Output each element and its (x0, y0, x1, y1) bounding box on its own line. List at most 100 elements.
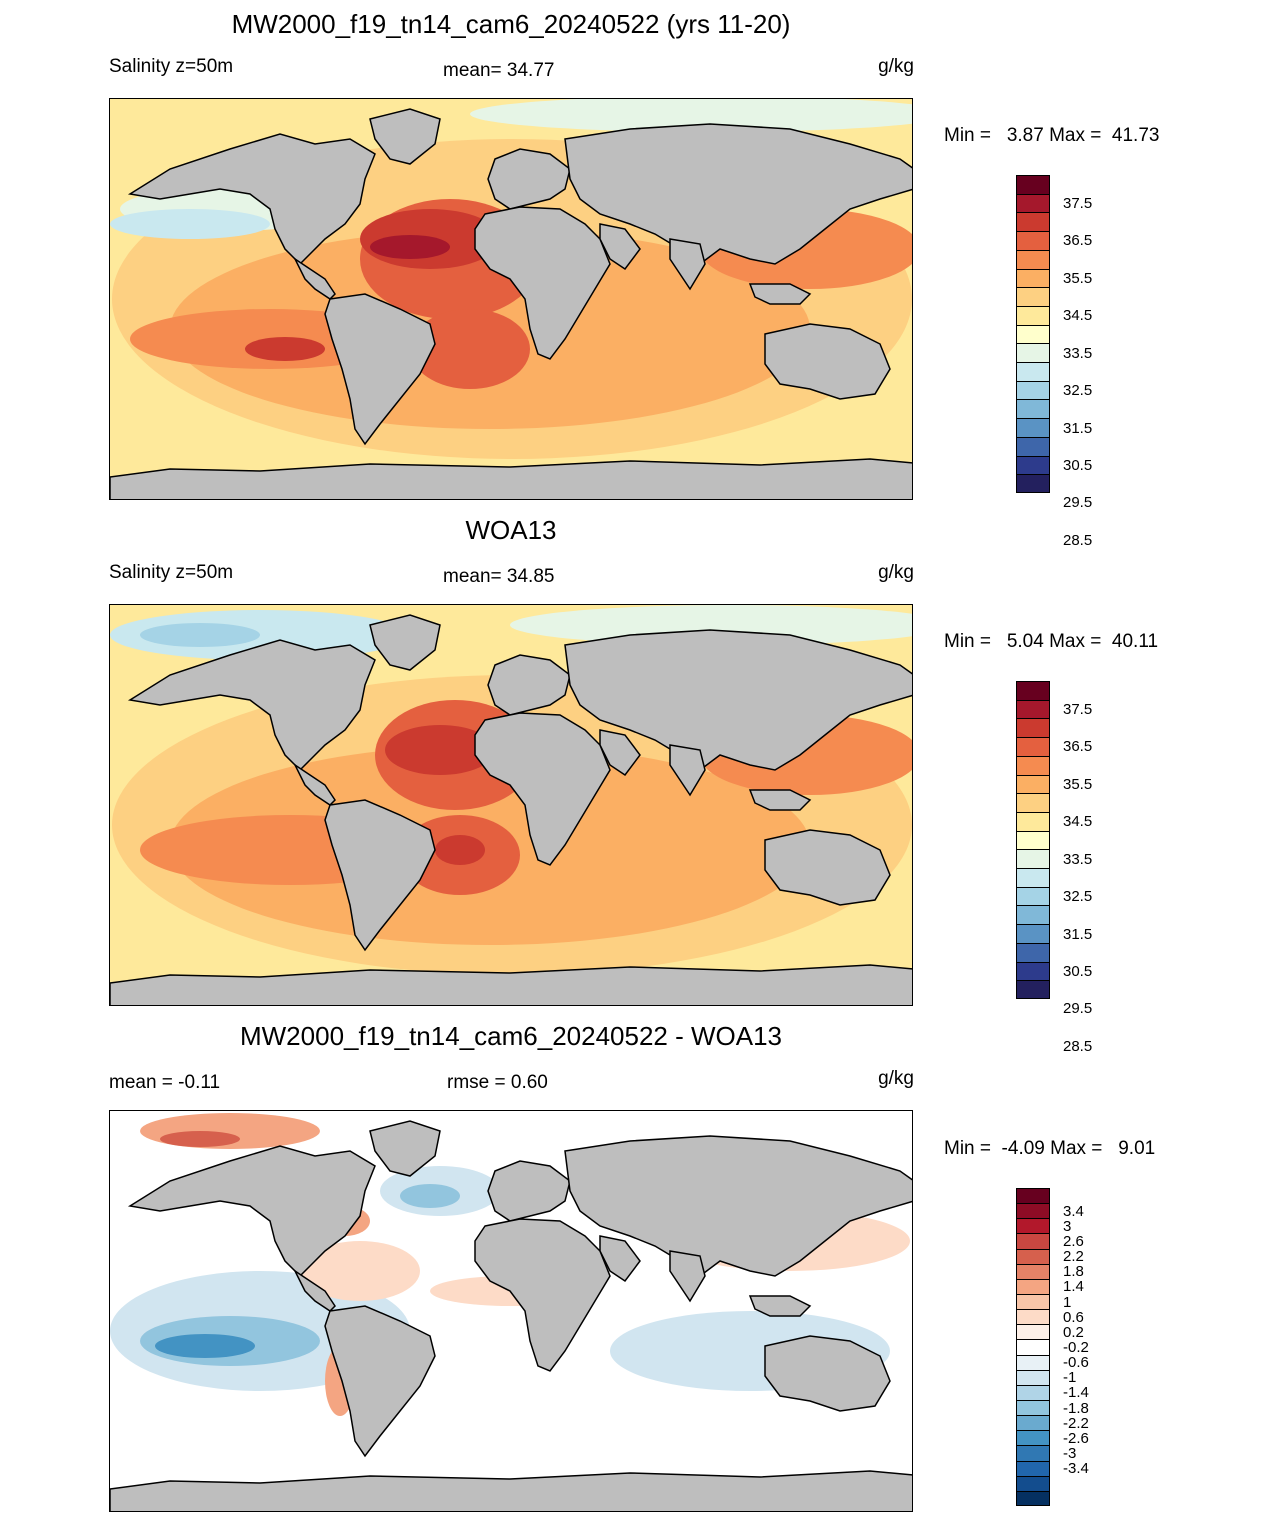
colorbar-label: 3 (1063, 1217, 1072, 1235)
colorbar-label: 32.5 (1063, 382, 1093, 400)
colorbar-swatch (1016, 380, 1050, 400)
colorbar-label: 37.5 (1063, 701, 1093, 719)
colorbar-label: 1.4 (1063, 1278, 1084, 1296)
landmass (127, 639, 376, 772)
colorbar (1016, 175, 1050, 493)
landmass (369, 1120, 441, 1177)
landmass (293, 1268, 336, 1312)
colorbar-swatch (1016, 1354, 1050, 1370)
min-max-label: Min = 5.04 Max = 40.11 (944, 631, 1159, 652)
salinity-map-woa13 (109, 604, 913, 1006)
colorbar-swatch (1016, 905, 1050, 925)
landmass (564, 123, 912, 265)
colorbar-swatch (1016, 1233, 1050, 1249)
colorbar (1016, 681, 1050, 999)
colorbar-swatch (1016, 305, 1050, 325)
colorbar-label: -1 (1063, 1369, 1077, 1387)
landmass (748, 789, 812, 811)
colorbar-swatch (1016, 1218, 1050, 1234)
min-max-label: Min = -4.09 Max = 9.01 (944, 1138, 1156, 1159)
colorbar-swatch (1016, 1490, 1050, 1506)
mean-label: mean= 34.77 (443, 60, 555, 81)
colorbar-swatch (1016, 718, 1050, 738)
colorbar-label: 34.5 (1063, 307, 1093, 325)
panel-title: WOA13 (465, 515, 557, 545)
landmass (324, 293, 436, 446)
landmass (487, 148, 571, 210)
landmass (110, 1470, 912, 1511)
colorbar-label: 32.5 (1063, 888, 1093, 906)
landmass (564, 629, 912, 771)
landmass (324, 799, 436, 952)
colorbar-swatch (1016, 1248, 1050, 1264)
min-max-label: Min = 3.87 Max = 41.73 (944, 125, 1160, 146)
salinity-contour (370, 235, 450, 259)
landmass (369, 614, 441, 671)
panel-title: MW2000_f19_tn14_cam6_20240522 (yrs 11-20… (231, 9, 791, 39)
colorbar-label: 31.5 (1063, 419, 1093, 437)
colorbar-swatch (1016, 1293, 1050, 1310)
colorbar-swatch (1016, 1278, 1050, 1294)
colorbar-swatch (1016, 249, 1050, 269)
colorbar-swatch (1016, 343, 1050, 363)
landmass (564, 1135, 912, 1277)
colorbar-swatch (1016, 1324, 1050, 1340)
landmass (487, 654, 571, 716)
colorbar-swatch (1016, 699, 1050, 719)
colorbar-label: 0.2 (1063, 1323, 1084, 1341)
colorbar-label: 30.5 (1063, 962, 1093, 980)
landmass (474, 206, 611, 360)
mean-label: mean= 34.85 (443, 566, 555, 587)
salinity-contour (385, 725, 495, 775)
landmass (293, 762, 336, 806)
colorbar-swatch (1016, 212, 1050, 232)
colorbar-swatch (1016, 1415, 1050, 1431)
colorbar-label: 37.5 (1063, 195, 1093, 213)
salinity-contour (155, 1334, 255, 1358)
salinity-contour (410, 309, 530, 389)
colorbar-swatch (1016, 1263, 1050, 1279)
colorbar-swatch (1016, 1399, 1050, 1416)
landmass (669, 238, 706, 291)
colorbar-label: 1 (1063, 1293, 1072, 1311)
colorbar-swatch (1016, 193, 1050, 213)
colorbar-swatch (1016, 175, 1050, 194)
colorbar-swatch (1016, 1339, 1050, 1355)
landmass (293, 256, 336, 300)
colorbar-swatch (1016, 1188, 1050, 1204)
colorbar-label: 29.5 (1063, 494, 1093, 512)
colorbar-label: 29.5 (1063, 1000, 1093, 1018)
colorbar-label: 30.5 (1063, 456, 1093, 474)
colorbar-label: 36.5 (1063, 738, 1093, 756)
salinity-contour (160, 1131, 240, 1147)
units-label: g/kg (878, 562, 914, 583)
colorbar-label: 2.6 (1063, 1233, 1084, 1250)
colorbar-swatch (1016, 737, 1050, 756)
colorbar-label: 35.5 (1063, 269, 1093, 287)
salinity-contour (470, 99, 912, 132)
colorbar-label: -1.8 (1063, 1399, 1089, 1417)
colorbar-swatch (1016, 231, 1050, 250)
landmass (474, 712, 611, 866)
landmass (764, 829, 891, 906)
colorbar-label: 36.5 (1063, 232, 1093, 250)
variable-label: Salinity z=50m (109, 56, 234, 77)
colorbar-swatch (1016, 755, 1050, 775)
colorbar-swatch (1016, 1430, 1050, 1446)
colorbar-swatch (1016, 1475, 1050, 1491)
colorbar-swatch (1016, 436, 1050, 456)
landmass (669, 1250, 706, 1303)
colorbar (1016, 1188, 1050, 1506)
colorbar-label: -0.2 (1063, 1339, 1089, 1356)
colorbar-label: 28.5 (1063, 531, 1093, 549)
colorbar-label: 33.5 (1063, 344, 1093, 362)
colorbar-swatch (1016, 474, 1050, 493)
colorbar-label: 31.5 (1063, 925, 1093, 943)
landmass (764, 323, 891, 400)
colorbar-swatch (1016, 399, 1050, 419)
colorbar-swatch (1016, 980, 1050, 999)
colorbar-swatch (1016, 942, 1050, 962)
landmass (748, 283, 812, 305)
colorbar-label: 1.8 (1063, 1263, 1084, 1281)
colorbar-swatch (1016, 886, 1050, 906)
